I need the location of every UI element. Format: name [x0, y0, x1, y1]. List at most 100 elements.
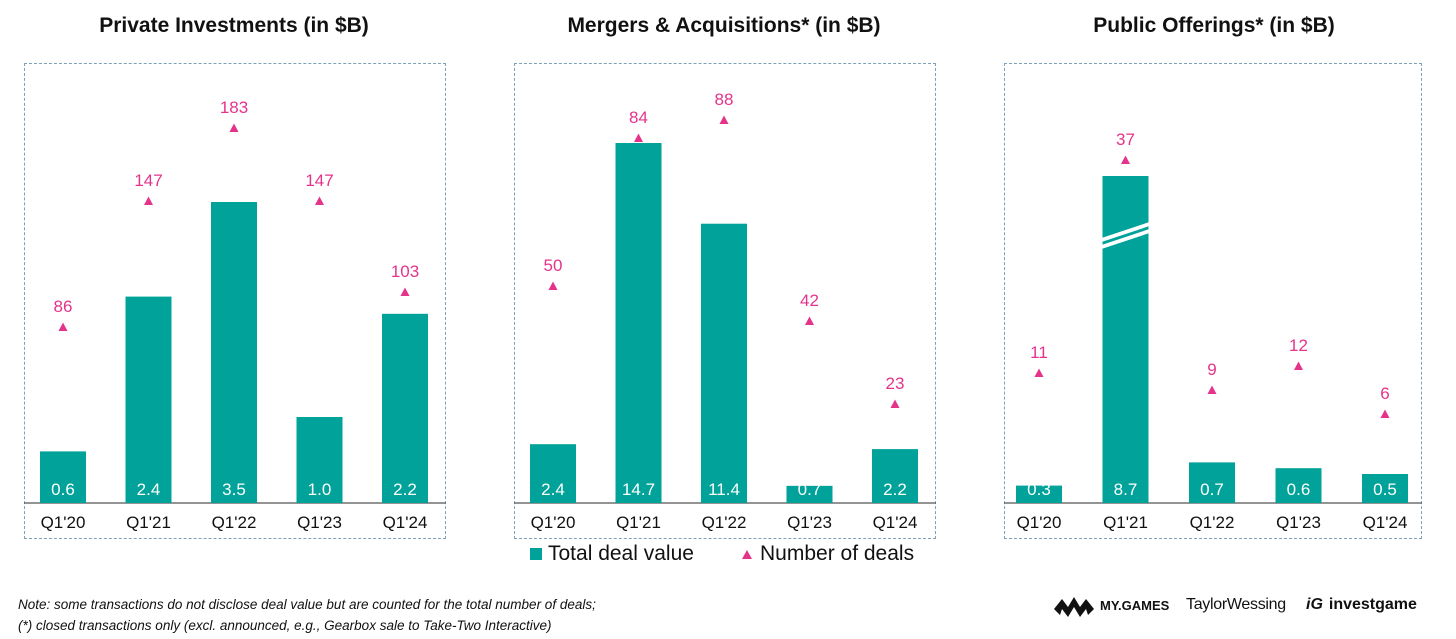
x-tick-label: Q1'24: [873, 513, 918, 532]
x-tick-label: Q1'20: [1017, 513, 1062, 532]
taylorwessing-logo: TaylorWessing: [1186, 590, 1286, 620]
deal-count-label: 84: [629, 108, 648, 127]
bar-Q1'22: [1189, 462, 1235, 503]
x-tick-label: Q1'21: [616, 513, 661, 532]
deal-count-marker: [1380, 409, 1390, 418]
deal-count-label: 11: [1030, 343, 1048, 362]
x-tick-label: Q1'20: [531, 513, 576, 532]
deal-count-marker: [719, 115, 729, 124]
x-tick-label: Q1'22: [702, 513, 747, 532]
x-tick-label: Q1'22: [1190, 513, 1235, 532]
axis-break-slash: [1101, 229, 1150, 249]
chart-private-investments: 0.6 Q1'20 86 2.4 Q1'21 147 3.5 Q1'22 183 1.0 Q1'23…: [24, 98, 446, 532]
legend-label-number-of-deals: Number of deals: [760, 542, 915, 565]
bar-Q1'20: [530, 444, 576, 503]
chart-title-mergers-acquisitions: Mergers & Acquisitions* (in $B): [567, 14, 881, 37]
bar-value-label: 3.5: [222, 480, 246, 499]
bar-value-label: 2.2: [883, 480, 907, 499]
mygames-logo: MY.GAMES: [1052, 590, 1169, 620]
bar-value-label: 8.7: [1114, 480, 1138, 499]
axis-break-slash: [1101, 222, 1150, 242]
legend-item-number-of-deals: Number of deals: [742, 542, 914, 566]
chart-public-offerings: 0.3 Q1'20 11 8.7 Q1'21 37 0.7 Q1'22 9 0.6 Q1'23 12 0…: [1004, 130, 1422, 532]
chart-mergers-acquisitions: 2.4 Q1'20 50 14.7 Q1'21 84 11.4 Q1'22 88 0.7 Q1'23…: [514, 90, 936, 532]
x-tick-label: Q1'24: [383, 513, 428, 532]
x-tick-label: Q1'23: [1276, 513, 1321, 532]
x-tick-label: Q1'21: [1103, 513, 1148, 532]
deal-count-marker: [400, 287, 410, 296]
bar-Q1'23: [296, 417, 343, 503]
bar-value-label: 1.0: [308, 480, 332, 499]
bar-value-label: 11.4: [708, 480, 740, 499]
bar-Q1'20: [1016, 485, 1062, 503]
deal-count-marker: [805, 316, 814, 325]
chart-title-public-offerings: Public Offerings* (in $B): [1093, 14, 1335, 37]
bar-value-label: 0.6: [51, 480, 75, 499]
chart-frame-private-investments: [24, 63, 446, 539]
deal-count-marker: [229, 123, 239, 132]
bar-Q1'20: [40, 451, 86, 503]
deal-count-label: 103: [391, 262, 419, 281]
deal-count-label: 37: [1116, 130, 1135, 149]
deal-count-marker: [548, 281, 558, 290]
deal-count-label: 183: [220, 98, 248, 117]
deal-count-marker: [1034, 368, 1044, 377]
deal-count-label: 88: [715, 90, 734, 109]
bar-Q1'21: [125, 296, 172, 503]
mygames-mark-icon: [1054, 597, 1094, 617]
deal-count-label: 42: [800, 291, 819, 310]
bar-Q1'24: [382, 313, 428, 503]
bar-Q1'21: [615, 143, 662, 503]
deal-count-label: 86: [54, 297, 73, 316]
deal-count-marker: [144, 196, 153, 205]
deal-count-label: 6: [1380, 384, 1389, 403]
deal-count-marker: [634, 133, 643, 142]
x-tick-label: Q1'23: [787, 513, 832, 532]
footnote-line-1: Note: some transactions do not disclose …: [18, 597, 596, 612]
legend-item-deal-value: Total deal value: [530, 542, 694, 566]
bar-value-label: 0.7: [1200, 480, 1224, 499]
legend-square-swatch: [530, 548, 542, 560]
deal-count-label: 9: [1207, 360, 1216, 379]
bar-value-label: 2.4: [541, 480, 565, 499]
deal-count-label: 147: [305, 171, 333, 190]
bar-Q1'23: [1275, 468, 1322, 503]
deal-count-marker: [315, 196, 324, 205]
legend-triangle-marker-icon: [742, 549, 752, 559]
x-tick-label: Q1'20: [41, 513, 86, 532]
deal-count-label: 147: [134, 171, 162, 190]
bar-value-label: 2.4: [137, 480, 161, 499]
taylorwessing-logo-text: TaylorWessing: [1186, 596, 1286, 613]
deal-count-marker: [1207, 385, 1217, 394]
bar-value-label: 0.5: [1373, 480, 1397, 499]
x-tick-label: Q1'24: [1363, 513, 1408, 532]
deal-count-label: 50: [544, 256, 563, 275]
deal-count-marker: [1294, 361, 1303, 370]
bar-value-label: 14.7: [622, 480, 655, 499]
investgame-logo: iG investgame: [1306, 590, 1417, 620]
chart-title-private-investments: Private Investments (in $B): [99, 14, 369, 37]
bar-Q1'22: [211, 202, 257, 503]
deal-count-marker: [890, 399, 900, 408]
bar-Q1'22: [701, 223, 747, 503]
mygames-logo-text: MY.GAMES: [1100, 597, 1170, 613]
deal-count-marker: [58, 322, 68, 331]
chart-frame-public-offerings: [1004, 63, 1422, 539]
x-tick-label: Q1'23: [297, 513, 342, 532]
footnote-line-2: (*) closed transactions only (excl. anno…: [18, 618, 552, 633]
legend-label-deal-value: Total deal value: [548, 542, 694, 565]
chart-frame-mergers-acquisitions: [514, 63, 936, 539]
bar-value-label: 0.6: [1287, 480, 1311, 499]
bar-Q1'24: [872, 449, 918, 503]
x-tick-label: Q1'22: [212, 513, 257, 532]
deal-count-label: 23: [886, 374, 905, 393]
investgame-logo-text: investgame: [1328, 596, 1417, 613]
bar-value-label: 0.7: [798, 480, 822, 499]
bar-value-label: 2.2: [393, 480, 417, 499]
deal-count-label: 12: [1289, 336, 1308, 355]
bar-Q1'23: [786, 485, 833, 503]
deal-count-marker: [1121, 155, 1130, 164]
investgame-mark-icon: iG: [1306, 596, 1323, 613]
bar-Q1'24: [1362, 474, 1408, 503]
x-tick-label: Q1'21: [126, 513, 171, 532]
